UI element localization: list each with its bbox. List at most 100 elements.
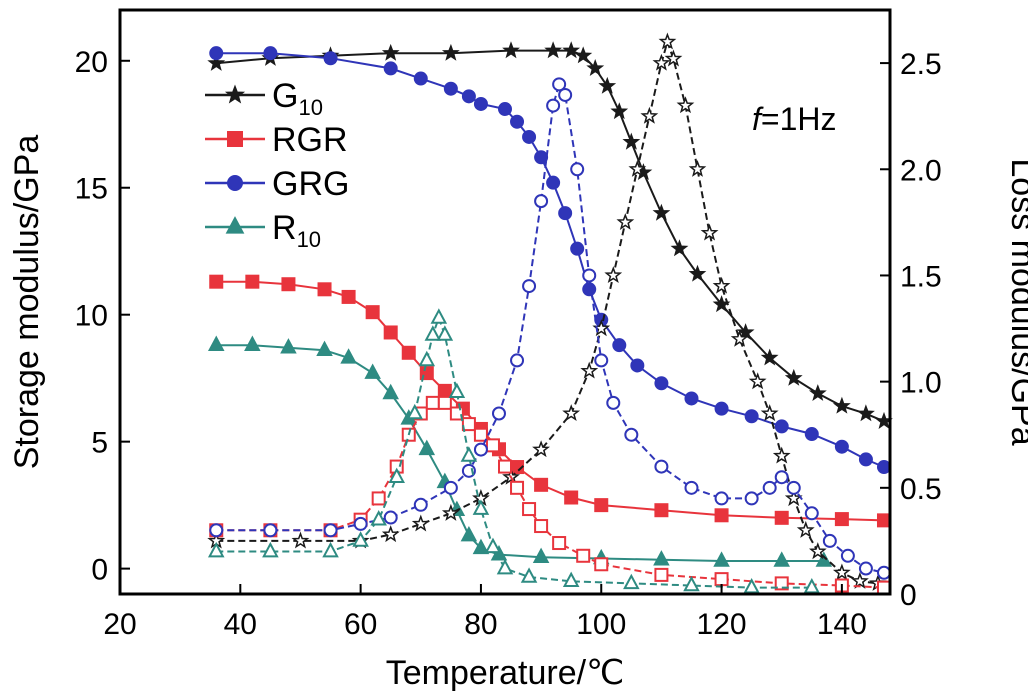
data-point-r10-storage — [460, 525, 478, 542]
data-point-rgr-loss — [534, 519, 549, 534]
data-point-grg-loss — [522, 279, 537, 294]
data-point-g10-storage — [574, 46, 593, 64]
data-point-r10-storage — [418, 439, 436, 456]
data-point-r10-loss — [207, 541, 225, 558]
legend-label-rgr: RGR — [272, 121, 348, 159]
data-point-r10-loss — [496, 558, 514, 575]
data-point-grg-loss — [534, 194, 549, 209]
y2-tick-label: 0.5 — [900, 473, 942, 506]
data-point-grg-loss — [353, 516, 368, 531]
data-point-r10-storage — [382, 383, 399, 400]
data-point-g10-loss — [688, 160, 707, 177]
data-point-g10-storage — [622, 132, 641, 150]
data-point-rgr-storage — [401, 345, 416, 360]
data-point-r10-storage — [280, 338, 297, 354]
legend-subscript-g10: 10 — [298, 95, 322, 120]
data-point-grg-loss — [774, 470, 789, 485]
data-point-g10-loss — [730, 329, 749, 347]
data-point-grg-loss — [473, 442, 488, 457]
data-point-grg-loss — [443, 480, 458, 495]
data-point-rgr-storage — [654, 503, 669, 518]
data-point-g10-loss — [291, 531, 310, 549]
data-point-grg-loss — [552, 77, 567, 92]
x-tick-label: 100 — [576, 608, 626, 641]
x-tick-label: 40 — [224, 608, 257, 641]
data-point-grg-loss — [744, 491, 759, 506]
data-point-g10-storage — [610, 102, 629, 120]
legend-marker-r10 — [225, 216, 245, 234]
data-point-r10-loss — [460, 446, 478, 462]
data-point-rgr-storage — [317, 282, 332, 297]
y2-tick-label: 1.0 — [900, 367, 942, 400]
data-point-grg-storage — [876, 460, 891, 475]
data-point-g10-loss — [441, 503, 460, 521]
data-point-rgr-loss — [485, 438, 500, 453]
data-point-g10-loss — [616, 213, 635, 230]
series-line-rgr-storage — [216, 280, 885, 522]
legend-item-g10: G10 — [205, 77, 323, 120]
data-point-grg-loss — [786, 480, 801, 495]
data-point-rgr-loss — [594, 557, 609, 572]
data-point-g10-storage — [832, 396, 851, 414]
data-point-grg-storage — [473, 96, 488, 111]
data-point-g10-storage — [207, 53, 226, 71]
data-point-rgr-storage — [594, 498, 609, 513]
data-point-g10-loss — [562, 404, 581, 422]
data-point-rgr-storage — [341, 289, 356, 304]
data-point-g10-loss — [652, 53, 671, 71]
data-point-r10-storage — [653, 550, 670, 566]
series-line-r10-loss — [216, 314, 812, 589]
legend-label-grg: GRG — [272, 165, 349, 203]
data-point-rgr-storage — [774, 510, 789, 525]
data-point-r10-loss — [430, 308, 448, 324]
data-point-grg-loss — [263, 523, 278, 538]
data-point-grg-loss — [654, 459, 669, 474]
data-point-rgr-storage — [714, 508, 729, 523]
data-point-rgr-storage — [564, 490, 579, 505]
data-point-g10-loss — [580, 361, 599, 379]
frequency-annotation: f=1Hz — [752, 101, 836, 137]
data-point-rgr-loss — [371, 491, 386, 506]
data-point-grg-storage — [510, 114, 525, 129]
x-tick-label: 20 — [103, 608, 136, 641]
data-point-g10-storage — [652, 203, 671, 221]
data-point-grg-storage — [534, 150, 549, 165]
data-point-grg-storage — [630, 358, 645, 373]
data-point-r10-loss — [472, 499, 490, 515]
data-point-grg-storage — [522, 129, 537, 144]
data-point-grg-loss — [570, 162, 585, 177]
data-point-g10-loss — [604, 266, 623, 284]
data-point-r10-loss — [262, 541, 279, 558]
plot-frame — [118, 8, 892, 596]
data-point-grg-loss — [822, 533, 837, 548]
legend-marker-rgr — [227, 131, 243, 147]
y2-tick-label: 1.5 — [900, 260, 942, 293]
data-point-g10-storage — [760, 348, 779, 366]
data-point-g10-loss — [640, 106, 659, 124]
legend-item-rgr: RGR — [205, 121, 348, 159]
y2-tick-label: 0 — [900, 579, 917, 612]
data-point-grg-storage — [774, 419, 789, 434]
data-point-g10-loss — [658, 32, 677, 50]
data-point-g10-loss — [772, 446, 791, 464]
series-line-grg-storage — [216, 52, 885, 468]
series-r10-loss — [207, 308, 821, 594]
data-point-g10-storage — [441, 43, 460, 61]
legend-label-r10: R10 — [272, 209, 321, 252]
data-point-grg-loss — [383, 510, 398, 525]
y-tick-label: 5 — [91, 427, 108, 460]
data-point-grg-storage — [834, 439, 849, 454]
data-point-r10-loss — [484, 537, 502, 554]
data-point-g10-storage — [586, 59, 605, 76]
data-point-r10-loss — [448, 382, 466, 399]
data-point-grg-loss — [209, 523, 224, 538]
data-point-r10-loss — [406, 403, 424, 420]
data-point-rgr-loss — [461, 417, 476, 432]
data-point-g10-loss — [532, 440, 550, 458]
data-point-r10-loss — [683, 575, 700, 592]
data-point-r10-storage — [340, 348, 357, 364]
data-point-grg-storage — [461, 89, 476, 104]
data-point-r10-loss — [322, 541, 339, 558]
